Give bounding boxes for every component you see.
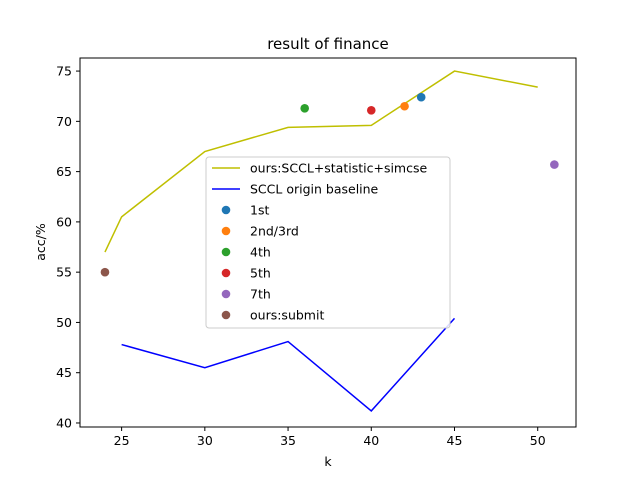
legend: ours:SCCL+statistic+simcse SCCL origin ba… [205, 156, 451, 329]
legend-label-2: 1st [250, 203, 269, 218]
x-axis-ticks: 25 30 35 40 45 50 [114, 427, 546, 448]
y-tick-label-3: 55 [56, 265, 72, 280]
plot-frame [79, 57, 577, 428]
x-tick-label-5: 50 [530, 433, 546, 448]
y-tick-label-1: 45 [56, 365, 72, 380]
legend-swatch-7 [221, 310, 231, 320]
legend-swatch-5 [221, 268, 231, 278]
scatter-point-6-0 [550, 160, 559, 169]
legend-label-6: 7th [250, 287, 271, 302]
legend-label-7: ours:submit [250, 308, 324, 323]
x-tick-label-2: 35 [280, 433, 296, 448]
series-line-0 [104, 70, 538, 253]
y-tick-label-2: 50 [56, 315, 72, 330]
legend-swatch-6 [221, 289, 231, 299]
y-tick-label-7: 75 [56, 64, 72, 79]
scatter-point-4-0 [300, 103, 309, 113]
series-line-1 [121, 317, 456, 412]
x-tick-label-4: 45 [447, 433, 463, 448]
y-axis-ticks: 40 45 50 55 60 65 70 75 [56, 64, 80, 430]
x-axis-label: k [324, 454, 332, 469]
legend-label-0: ours:SCCL+statistic+simcse [250, 161, 427, 176]
y-tick-label-0: 40 [56, 415, 72, 430]
y-tick-label-5: 65 [56, 164, 72, 179]
y-tick-label-6: 70 [56, 114, 72, 129]
legend-label-1: SCCL origin baseline [250, 182, 379, 197]
scatter-point-5-0 [366, 105, 376, 115]
scatter-point-3-0 [400, 101, 409, 111]
x-tick-label-0: 25 [114, 433, 130, 448]
legend-label-3: 2nd/3rd [250, 224, 299, 239]
scatter-point-7-0 [100, 267, 110, 277]
x-tick-label-1: 30 [197, 433, 213, 448]
chart-title: result of finance [267, 35, 389, 53]
legend-box [205, 156, 451, 329]
legend-swatch-3 [221, 226, 231, 236]
y-tick-label-4: 60 [56, 214, 72, 229]
scatter-point-2-0 [416, 92, 426, 102]
legend-swatch-2 [221, 205, 231, 215]
legend-label-5: 5th [250, 266, 271, 281]
x-tick-label-3: 40 [363, 433, 379, 448]
legend-swatch-4 [221, 247, 231, 257]
plot-series [100, 70, 559, 412]
y-axis-label: acc/% [33, 223, 48, 261]
legend-label-4: 4th [250, 245, 271, 260]
